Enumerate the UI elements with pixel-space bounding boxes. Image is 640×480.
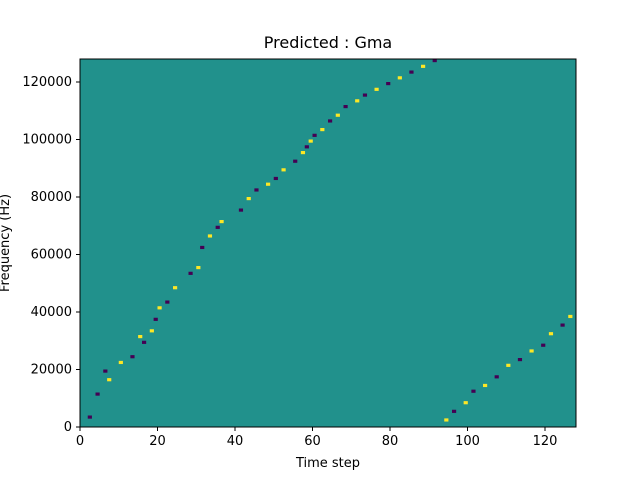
x-axis: 0 20 40 60 80 100 120 — [76, 427, 558, 449]
y-tick-label: 120000 — [22, 75, 72, 90]
heatmap-cell — [138, 335, 143, 339]
x-tick-label: 120 — [533, 434, 558, 449]
y-tick-label: 100000 — [22, 133, 72, 148]
heatmap-cell — [130, 355, 135, 359]
heatmap-cell — [207, 234, 213, 238]
heatmap-cell — [118, 360, 123, 365]
heatmap-cell — [374, 87, 379, 91]
heatmap-cell — [312, 133, 317, 137]
x-tick-label: 100 — [455, 434, 480, 449]
plot-area — [79, 58, 577, 428]
heatmap-cell — [196, 266, 201, 270]
heatmap-cell — [142, 340, 147, 344]
heatmap-cell — [362, 93, 368, 97]
heatmap-cell — [215, 225, 220, 229]
heatmap-cell — [541, 343, 546, 347]
heatmap-cell — [409, 70, 414, 74]
heatmap-background — [80, 59, 576, 427]
heatmap-cell — [165, 300, 170, 304]
heatmap-cell — [421, 64, 426, 68]
heatmap-cell — [483, 383, 488, 388]
heatmap-cell — [308, 139, 313, 143]
heatmap-cell — [548, 332, 554, 336]
heatmap-cell — [335, 113, 340, 117]
heatmap-cell — [254, 188, 259, 192]
heatmap-cell — [343, 105, 348, 109]
heatmap-cell — [560, 323, 565, 327]
y-axis-label: Frequency (Hz) — [0, 194, 13, 292]
plot-frame — [79, 58, 577, 428]
heatmap-cell — [266, 182, 271, 186]
heatmap-cell — [281, 168, 286, 172]
heatmap-cell — [568, 314, 573, 319]
heatmap-cell — [173, 286, 178, 290]
heatmap-cell — [273, 176, 278, 181]
x-tick-label: 60 — [304, 434, 321, 449]
heatmap-cell — [304, 145, 309, 149]
heatmap-cell — [153, 317, 158, 321]
x-tick-label: 20 — [149, 434, 166, 449]
heatmap-cell — [386, 82, 391, 86]
heatmap-cell — [200, 245, 205, 250]
heatmap-cell — [246, 197, 251, 201]
y-tick-label: 40000 — [31, 305, 72, 320]
heatmap-cell — [494, 375, 499, 379]
heatmap-cell — [95, 392, 100, 396]
heatmap-cell — [463, 401, 468, 405]
y-tick-label: 60000 — [31, 248, 72, 263]
heatmap-cell — [517, 358, 523, 362]
y-tick-label: 20000 — [31, 363, 72, 378]
heatmap-cell — [328, 119, 333, 123]
heatmap-cell — [188, 271, 193, 275]
heatmap-cell — [471, 389, 476, 393]
chart-title: Predicted : Gma — [264, 33, 392, 52]
heatmap-cell — [355, 99, 360, 103]
heatmap-cell — [432, 59, 437, 63]
x-tick-label: 80 — [382, 434, 399, 449]
y-tick-label: 0 — [64, 420, 72, 435]
x-tick-label: 40 — [227, 434, 244, 449]
y-axis: 0 20000 40000 60000 80000 100000 120000 — [22, 75, 80, 435]
heatmap-cell — [103, 369, 108, 373]
heatmap-cell — [107, 378, 112, 382]
heatmap-cell — [506, 363, 511, 367]
heatmap-cell — [452, 409, 457, 413]
heatmap-cell — [444, 418, 449, 422]
heatmap-cell — [149, 329, 154, 333]
heatmap-cell — [300, 151, 306, 155]
heatmap-cell — [397, 76, 402, 80]
heatmap-cell — [293, 159, 298, 163]
heatmap-cell — [87, 415, 92, 419]
heatmap-cell — [157, 306, 162, 310]
x-tick-label: 0 — [76, 434, 84, 449]
heatmap-cell — [219, 220, 224, 224]
y-tick-label: 80000 — [31, 190, 72, 205]
heatmap-cell — [529, 349, 534, 353]
heatmap-cell — [320, 128, 325, 132]
heatmap-cell — [238, 208, 244, 212]
x-axis-label: Time step — [295, 456, 360, 471]
